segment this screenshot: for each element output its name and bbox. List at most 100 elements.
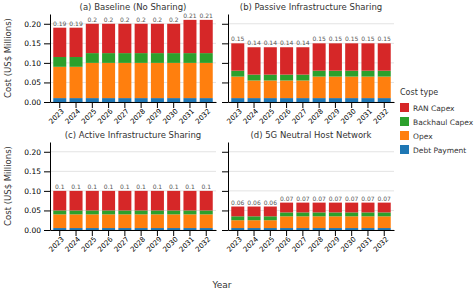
legend-item: RAN Capex xyxy=(400,103,455,113)
y-tick-mark xyxy=(222,191,228,192)
bar-segment xyxy=(118,191,131,211)
bar-segment xyxy=(329,77,342,99)
y-tick xyxy=(222,230,228,231)
grid-line xyxy=(228,171,394,172)
bar-segment xyxy=(200,191,213,211)
bar-series xyxy=(53,191,212,211)
bar-segment xyxy=(86,214,99,228)
data-label: 0.2 xyxy=(88,16,98,23)
bar-segment xyxy=(345,77,358,99)
x-tick: 2023 xyxy=(48,230,66,254)
legend-label: Debt Payment xyxy=(413,146,466,155)
y-tick-label: 0.10 xyxy=(24,59,41,68)
bar-segment xyxy=(329,212,342,216)
data-label: 0.2 xyxy=(120,16,130,23)
bar-segment xyxy=(296,212,309,216)
bar-segment xyxy=(118,228,131,230)
x-tick: 2024 xyxy=(64,102,83,126)
bar-segment xyxy=(86,228,99,230)
bar-segment xyxy=(231,220,244,228)
bar-segment xyxy=(280,216,293,228)
bars xyxy=(53,191,212,230)
bars xyxy=(53,20,212,102)
bar-segment xyxy=(70,214,83,228)
bar-segment xyxy=(151,98,164,102)
bar-segment xyxy=(102,214,115,228)
x-tick-label: 2028 xyxy=(129,235,147,253)
x-tick-label: 2032 xyxy=(372,235,390,253)
panel: 2023202420252026202720282029203020312032… xyxy=(222,130,395,254)
y-tick-mark xyxy=(222,63,228,64)
y-tick-label: 0.20 xyxy=(24,20,41,29)
bar-segment xyxy=(167,24,180,53)
panel-title: (d) 5G Neutral Host Network xyxy=(250,130,371,140)
y-tick-label: 0.10 xyxy=(24,187,41,196)
data-label: 0.2 xyxy=(169,16,179,23)
x-tick: 2029 xyxy=(145,102,163,126)
grid xyxy=(50,152,216,230)
y-tick-mark xyxy=(44,102,50,103)
grid xyxy=(228,152,394,230)
data-label: 0.07 xyxy=(378,195,392,202)
x-tick-label: 2026 xyxy=(274,107,293,126)
bar-series xyxy=(231,216,390,228)
panel: 2023202420252026202720282029203020312032… xyxy=(222,2,395,126)
bar-segment xyxy=(167,98,180,102)
bar-segment xyxy=(345,98,358,102)
bar-segment xyxy=(280,203,293,213)
bar-segment xyxy=(329,71,342,77)
y-tick: 0.15 xyxy=(24,167,50,176)
data-label: 0.15 xyxy=(378,35,392,42)
data-label: 0.2 xyxy=(136,16,146,23)
bar-series xyxy=(231,228,390,230)
legend-label: Opex xyxy=(413,132,433,141)
bar-segment xyxy=(345,212,358,216)
bar-segment xyxy=(361,216,374,228)
x-axis-line xyxy=(51,102,217,103)
x-tick: 2027 xyxy=(291,230,309,254)
x-tick: 2024 xyxy=(242,102,261,126)
data-label: 0.1 xyxy=(185,183,195,190)
bar-segment xyxy=(345,216,358,228)
bar-segment xyxy=(248,216,261,220)
y-tick-mark xyxy=(222,43,228,44)
data-label: 0.1 xyxy=(120,183,130,190)
bar-segment xyxy=(248,47,261,74)
y-tick-mark xyxy=(44,152,50,153)
y-tick-mark xyxy=(44,171,50,172)
y-tick-mark xyxy=(44,210,50,211)
bar-segment xyxy=(167,214,180,228)
bar-segment xyxy=(183,191,196,211)
data-label: 0.15 xyxy=(231,35,245,42)
x-tick-label: 2030 xyxy=(339,107,357,125)
x-axis-line xyxy=(51,230,217,231)
data-label: 0.1 xyxy=(71,183,81,190)
bar-segment xyxy=(53,191,66,211)
y-tick-mark xyxy=(44,191,50,192)
x-axis: 2023202420252026202720282029203020312032 xyxy=(226,102,395,126)
y-axis: 0.000.050.100.150.20 xyxy=(24,143,50,235)
bar-segment xyxy=(183,214,196,228)
x-tick: 2030 xyxy=(339,102,357,126)
bar-segment xyxy=(361,212,374,216)
data-label: 0.2 xyxy=(153,16,163,23)
x-tick: 2028 xyxy=(307,230,325,254)
data-labels: 0.10.10.10.10.10.10.10.10.10.1 xyxy=(55,183,211,190)
data-label: 0.06 xyxy=(264,199,278,206)
y-tick-mark xyxy=(44,63,50,64)
grid xyxy=(228,24,394,102)
bar-segment xyxy=(231,77,244,99)
y-tick: 0.05 xyxy=(24,206,50,215)
bar-series xyxy=(53,98,212,102)
bar-segment xyxy=(200,53,213,63)
x-tick-label: 2023 xyxy=(48,107,66,125)
bar-segment xyxy=(313,77,326,99)
x-tick-label: 2026 xyxy=(274,235,293,254)
y-tick: 0.10 xyxy=(24,59,50,68)
bar-segment xyxy=(296,47,309,74)
bar-segment xyxy=(313,216,326,228)
bar-segment xyxy=(86,98,99,102)
bar-series xyxy=(231,98,390,102)
bar-segment xyxy=(264,216,277,220)
bar-segment xyxy=(53,214,66,228)
